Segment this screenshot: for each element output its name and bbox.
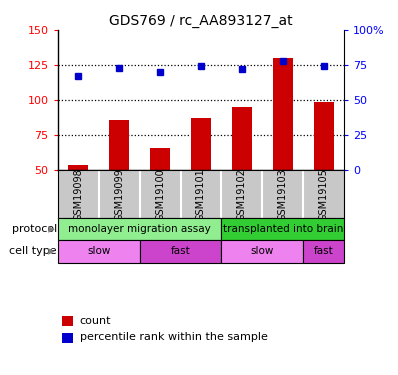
Title: GDS769 / rc_AA893127_at: GDS769 / rc_AA893127_at — [109, 13, 293, 28]
Text: fast: fast — [314, 246, 334, 256]
Text: GSM19100: GSM19100 — [155, 168, 165, 221]
Bar — [140, 240, 221, 262]
Text: slow: slow — [87, 246, 110, 256]
Text: GSM19102: GSM19102 — [237, 168, 247, 221]
Bar — [58, 240, 140, 262]
Text: count: count — [80, 316, 111, 326]
Text: slow: slow — [251, 246, 274, 256]
Bar — [109, 120, 129, 170]
Text: cell type: cell type — [9, 246, 57, 256]
Bar — [314, 102, 334, 170]
Text: monolayer migration assay: monolayer migration assay — [68, 224, 211, 234]
Bar — [303, 240, 344, 262]
Bar — [150, 148, 170, 170]
Bar — [68, 165, 88, 170]
Bar — [232, 107, 252, 170]
Bar — [221, 218, 344, 240]
Bar — [58, 218, 221, 240]
Text: protocol: protocol — [12, 224, 57, 234]
Text: GSM19101: GSM19101 — [196, 168, 206, 221]
Bar — [273, 58, 293, 170]
Text: transplanted into brain: transplanted into brain — [222, 224, 343, 234]
Text: GSM19105: GSM19105 — [319, 168, 329, 221]
Text: GSM19103: GSM19103 — [278, 168, 288, 221]
Bar — [221, 240, 303, 262]
Bar — [191, 118, 211, 170]
Text: fast: fast — [171, 246, 190, 256]
Text: GSM19098: GSM19098 — [73, 168, 83, 221]
Text: percentile rank within the sample: percentile rank within the sample — [80, 333, 267, 342]
Text: GSM19099: GSM19099 — [114, 168, 124, 221]
